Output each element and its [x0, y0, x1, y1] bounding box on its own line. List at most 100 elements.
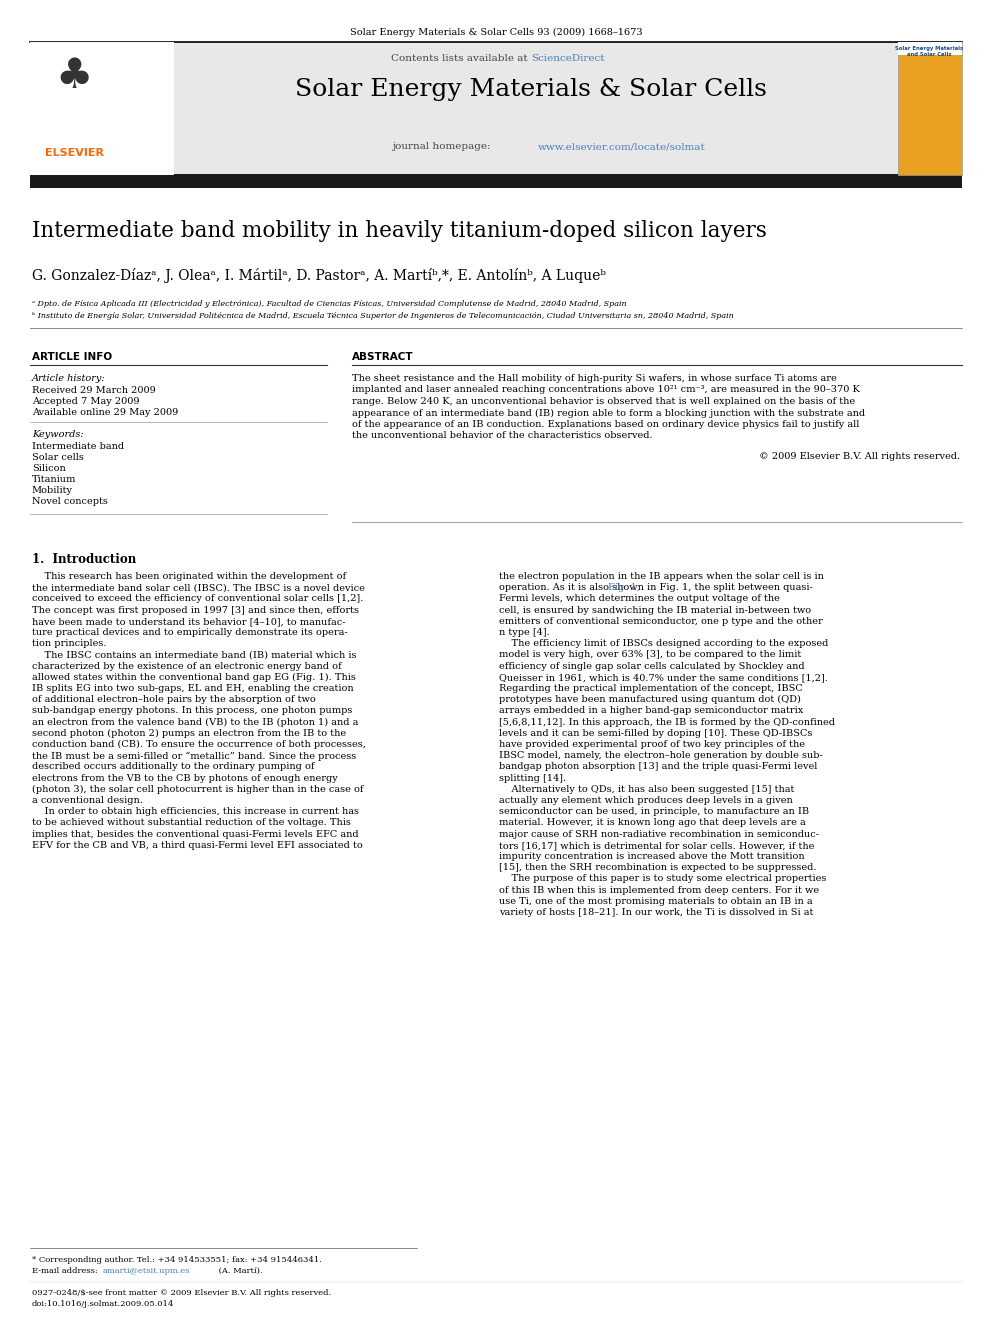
Text: Novel concepts: Novel concepts: [32, 497, 107, 505]
Text: of the appearance of an IB conduction. Explanations based on ordinary device phy: of the appearance of an IB conduction. E…: [352, 419, 859, 429]
Text: use Ti, one of the most promising materials to obtain an IB in a: use Ti, one of the most promising materi…: [499, 897, 812, 906]
Text: 1.  Introduction: 1. Introduction: [32, 553, 136, 566]
Text: cell, is ensured by sandwiching the IB material in-between two: cell, is ensured by sandwiching the IB m…: [499, 606, 811, 615]
Text: Keywords:: Keywords:: [32, 430, 83, 439]
Text: Titanium: Titanium: [32, 475, 76, 484]
Text: Solar Energy Materials
and Solar Cells: Solar Energy Materials and Solar Cells: [896, 46, 963, 57]
Text: Article history:: Article history:: [32, 374, 105, 382]
Text: major cause of SRH non-radiative recombination in semiconduc-: major cause of SRH non-radiative recombi…: [499, 830, 819, 839]
Text: Fig. 1,: Fig. 1,: [608, 583, 640, 593]
Text: ARTICLE INFO: ARTICLE INFO: [32, 352, 112, 363]
Text: IB splits EG into two sub-gaps, EL and EH, enabling the creation: IB splits EG into two sub-gaps, EL and E…: [32, 684, 353, 693]
Text: ture practical devices and to empirically demonstrate its opera-: ture practical devices and to empiricall…: [32, 628, 347, 636]
Bar: [30, 42, 962, 175]
Bar: [30, 42, 174, 175]
Text: the intermediate band solar cell (IBSC). The IBSC is a novel device: the intermediate band solar cell (IBSC).…: [32, 583, 365, 593]
Text: The concept was first proposed in 1997 [3] and since then, efforts: The concept was first proposed in 1997 […: [32, 606, 359, 615]
Bar: [898, 42, 962, 56]
Text: The IBSC contains an intermediate band (IB) material which is: The IBSC contains an intermediate band (…: [32, 651, 356, 659]
Text: bandgap photon absorption [13] and the triple quasi-Fermi level: bandgap photon absorption [13] and the t…: [499, 762, 817, 771]
Text: an electron from the valence band (VB) to the IB (photon 1) and a: an electron from the valence band (VB) t…: [32, 717, 358, 726]
Text: impurity concentration is increased above the Mott transition: impurity concentration is increased abov…: [499, 852, 805, 861]
Text: EFV for the CB and VB, a third quasi-Fermi level EFI associated to: EFV for the CB and VB, a third quasi-Fer…: [32, 841, 362, 849]
Text: Contents lists available at: Contents lists available at: [391, 54, 531, 64]
Text: E-mail address:: E-mail address:: [32, 1267, 100, 1275]
Text: Available online 29 May 2009: Available online 29 May 2009: [32, 407, 178, 417]
Text: Accepted 7 May 2009: Accepted 7 May 2009: [32, 397, 139, 406]
Text: efficiency of single gap solar cells calculated by Shockley and: efficiency of single gap solar cells cal…: [499, 662, 805, 671]
Text: the electron population in the IB appears when the solar cell is in: the electron population in the IB appear…: [499, 572, 823, 581]
Text: The efficiency limit of IBSCs designed according to the exposed: The efficiency limit of IBSCs designed a…: [499, 639, 828, 648]
Text: conceived to exceed the efficiency of conventional solar cells [1,2].: conceived to exceed the efficiency of co…: [32, 594, 363, 603]
Text: n type [4].: n type [4].: [499, 628, 550, 636]
Text: splitting [14].: splitting [14].: [499, 774, 566, 783]
Text: 0927-0248/$-see front matter © 2009 Elsevier B.V. All rights reserved.: 0927-0248/$-see front matter © 2009 Else…: [32, 1289, 331, 1297]
Text: to be achieved without substantial reduction of the voltage. This: to be achieved without substantial reduc…: [32, 819, 350, 827]
Text: Solar cells: Solar cells: [32, 452, 83, 462]
Text: implanted and laser annealed reaching concentrations above 10²¹ cm⁻³, are measur: implanted and laser annealed reaching co…: [352, 385, 860, 394]
Text: material. However, it is known long ago that deep levels are a: material. However, it is known long ago …: [499, 819, 806, 827]
Text: ᵇ Instituto de Energía Solar, Universidad Politécnica de Madrid, Escuela Técnica: ᵇ Instituto de Energía Solar, Universida…: [32, 312, 733, 320]
Text: Fermi levels, which determines the output voltage of the: Fermi levels, which determines the outpu…: [499, 594, 780, 603]
Text: conduction band (CB). To ensure the occurrence of both processes,: conduction band (CB). To ensure the occu…: [32, 740, 366, 749]
Text: tion principles.: tion principles.: [32, 639, 106, 648]
Text: Queisser in 1961, which is 40.7% under the same conditions [1,2].: Queisser in 1961, which is 40.7% under t…: [499, 673, 828, 681]
Text: a conventional design.: a conventional design.: [32, 796, 143, 804]
Text: ♣: ♣: [56, 56, 93, 97]
Text: The sheet resistance and the Hall mobility of high-purity Si wafers, in whose su: The sheet resistance and the Hall mobili…: [352, 374, 837, 382]
Text: (A. Martí).: (A. Martí).: [216, 1267, 263, 1275]
Text: allowed states within the conventional band gap EG (Fig. 1). This: allowed states within the conventional b…: [32, 673, 355, 681]
Text: The purpose of this paper is to study some electrical properties: The purpose of this paper is to study so…: [499, 875, 826, 884]
Text: ScienceDirect: ScienceDirect: [531, 54, 604, 64]
Text: have provided experimental proof of two key principles of the: have provided experimental proof of two …: [499, 740, 805, 749]
Text: of this IB when this is implemented from deep centers. For it we: of this IB when this is implemented from…: [499, 885, 819, 894]
Text: described occurs additionally to the ordinary pumping of: described occurs additionally to the ord…: [32, 762, 314, 771]
Text: the unconventional behavior of the characteristics observed.: the unconventional behavior of the chara…: [352, 431, 653, 441]
Text: levels and it can be semi-filled by doping [10]. These QD-IBSCs: levels and it can be semi-filled by dopi…: [499, 729, 812, 738]
Text: Mobility: Mobility: [32, 486, 72, 495]
Text: Solar Energy Materials & Solar Cells 93 (2009) 1668–1673: Solar Energy Materials & Solar Cells 93 …: [350, 28, 642, 37]
Text: tors [16,17] which is detrimental for solar cells. However, if the: tors [16,17] which is detrimental for so…: [499, 841, 814, 849]
Text: implies that, besides the conventional quasi-Fermi levels EFC and: implies that, besides the conventional q…: [32, 830, 358, 839]
Text: range. Below 240 K, an unconventional behavior is observed that is well explaine: range. Below 240 K, an unconventional be…: [352, 397, 855, 406]
Text: operation. As it is also shown in Fig. 1, the split between quasi-: operation. As it is also shown in Fig. 1…: [499, 583, 812, 593]
Text: have been made to understand its behavior [4–10], to manufac-: have been made to understand its behavio…: [32, 617, 345, 626]
Text: Intermediate band mobility in heavily titanium-doped silicon layers: Intermediate band mobility in heavily ti…: [32, 220, 767, 242]
Text: © 2009 Elsevier B.V. All rights reserved.: © 2009 Elsevier B.V. All rights reserved…: [759, 452, 960, 460]
Text: doi:10.1016/j.solmat.2009.05.014: doi:10.1016/j.solmat.2009.05.014: [32, 1301, 175, 1308]
Text: characterized by the existence of an electronic energy band of: characterized by the existence of an ele…: [32, 662, 341, 671]
Text: ELSEVIER: ELSEVIER: [45, 148, 104, 157]
Text: www.elsevier.com/locate/solmat: www.elsevier.com/locate/solmat: [538, 142, 705, 151]
Text: (photon 3), the solar cell photocurrent is higher than in the case of: (photon 3), the solar cell photocurrent …: [32, 785, 363, 794]
Text: electrons from the VB to the CB by photons of enough energy: electrons from the VB to the CB by photo…: [32, 774, 337, 783]
Text: Solar Energy Materials & Solar Cells: Solar Energy Materials & Solar Cells: [295, 78, 767, 101]
Text: appearance of an intermediate band (IB) region able to form a blocking junction : appearance of an intermediate band (IB) …: [352, 409, 865, 418]
Text: [5,6,8,11,12]. In this approach, the IB is formed by the QD-confined: [5,6,8,11,12]. In this approach, the IB …: [499, 717, 835, 726]
Text: This research has been originated within the development of: This research has been originated within…: [32, 572, 346, 581]
Text: Silicon: Silicon: [32, 464, 65, 474]
Text: arrays embedded in a higher band-gap semiconductor matrix: arrays embedded in a higher band-gap sem…: [499, 706, 804, 716]
Text: [15], then the SRH recombination is expected to be suppressed.: [15], then the SRH recombination is expe…: [499, 863, 816, 872]
Text: second photon (photon 2) pumps an electron from the IB to the: second photon (photon 2) pumps an electr…: [32, 729, 346, 738]
Text: emitters of conventional semiconductor, one p type and the other: emitters of conventional semiconductor, …: [499, 617, 822, 626]
Text: Intermediate band: Intermediate band: [32, 442, 124, 451]
Text: ᵃ Dpto. de Física Aplicada III (Electricidad y Electrónica), Facultad de Ciencia: ᵃ Dpto. de Física Aplicada III (Electric…: [32, 300, 626, 308]
Bar: [898, 42, 962, 175]
Text: variety of hosts [18–21]. In our work, the Ti is dissolved in Si at: variety of hosts [18–21]. In our work, t…: [499, 908, 813, 917]
Text: prototypes have been manufactured using quantum dot (QD): prototypes have been manufactured using …: [499, 695, 801, 704]
Text: Alternatively to QDs, it has also been suggested [15] that: Alternatively to QDs, it has also been s…: [499, 785, 795, 794]
Text: the IB must be a semi-filled or “metallic” band. Since the process: the IB must be a semi-filled or “metalli…: [32, 751, 356, 761]
Bar: [30, 175, 962, 188]
Text: amarti@etsit.upm.es: amarti@etsit.upm.es: [102, 1267, 189, 1275]
Text: * Corresponding author. Tel.: +34 914533551; fax: +34 915446341.: * Corresponding author. Tel.: +34 914533…: [32, 1256, 321, 1263]
Text: of additional electron–hole pairs by the absorption of two: of additional electron–hole pairs by the…: [32, 695, 315, 704]
Text: journal homepage:: journal homepage:: [392, 142, 494, 151]
Text: G. Gonzalez-Díazᵃ, J. Oleaᵃ, I. Mártilᵃ, D. Pastorᵃ, A. Martíᵇ,*, E. Antolínᵇ, A: G. Gonzalez-Díazᵃ, J. Oleaᵃ, I. Mártilᵃ,…: [32, 269, 606, 283]
Text: model is very high, over 63% [3], to be compared to the limit: model is very high, over 63% [3], to be …: [499, 651, 802, 659]
Text: semiconductor can be used, in principle, to manufacture an IB: semiconductor can be used, in principle,…: [499, 807, 809, 816]
Text: Regarding the practical implementation of the concept, IBSC: Regarding the practical implementation o…: [499, 684, 803, 693]
Text: Received 29 March 2009: Received 29 March 2009: [32, 386, 156, 396]
Text: actually any element which produces deep levels in a given: actually any element which produces deep…: [499, 796, 793, 804]
Text: IBSC model, namely, the electron–hole generation by double sub-: IBSC model, namely, the electron–hole ge…: [499, 751, 822, 761]
Text: sub-bandgap energy photons. In this process, one photon pumps: sub-bandgap energy photons. In this proc…: [32, 706, 352, 716]
